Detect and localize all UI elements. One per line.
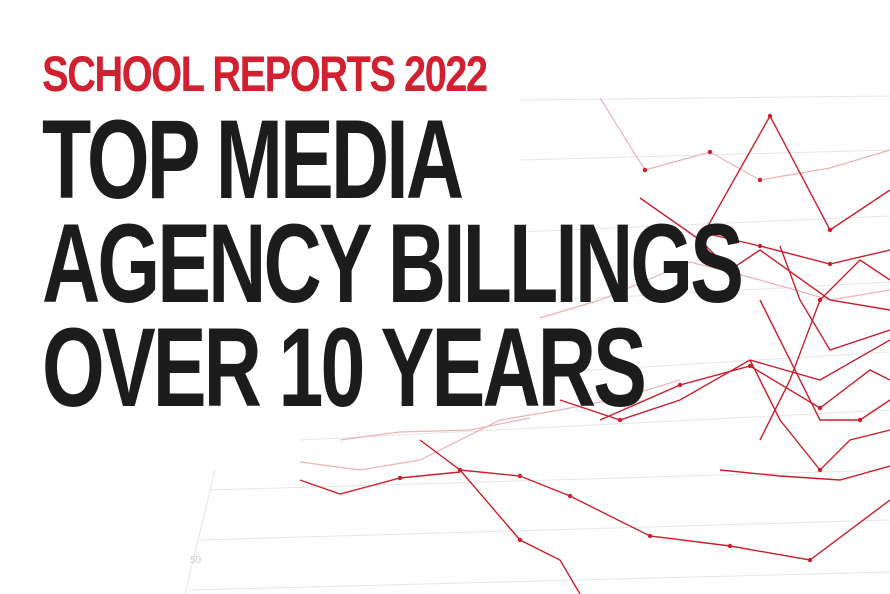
series-dots (397, 113, 863, 563)
headline-line-2: AGENCY BILLINGS (42, 201, 744, 326)
grid-lines (184, 95, 890, 594)
headline-line-3: OVER 10 YEARS (42, 305, 647, 430)
axis-label: 50 (190, 555, 202, 566)
headline-line-1: TOP MEDIA (42, 97, 464, 222)
kicker-title: SCHOOL REPORTS 2022 (42, 46, 488, 102)
title-block: SCHOOL REPORTS 2022 TOP MEDIA AGENCY BIL… (42, 46, 762, 430)
faint-series-lines (299, 97, 890, 471)
headline: TOP MEDIA AGENCY BILLINGS OVER 10 YEARS (42, 97, 744, 430)
